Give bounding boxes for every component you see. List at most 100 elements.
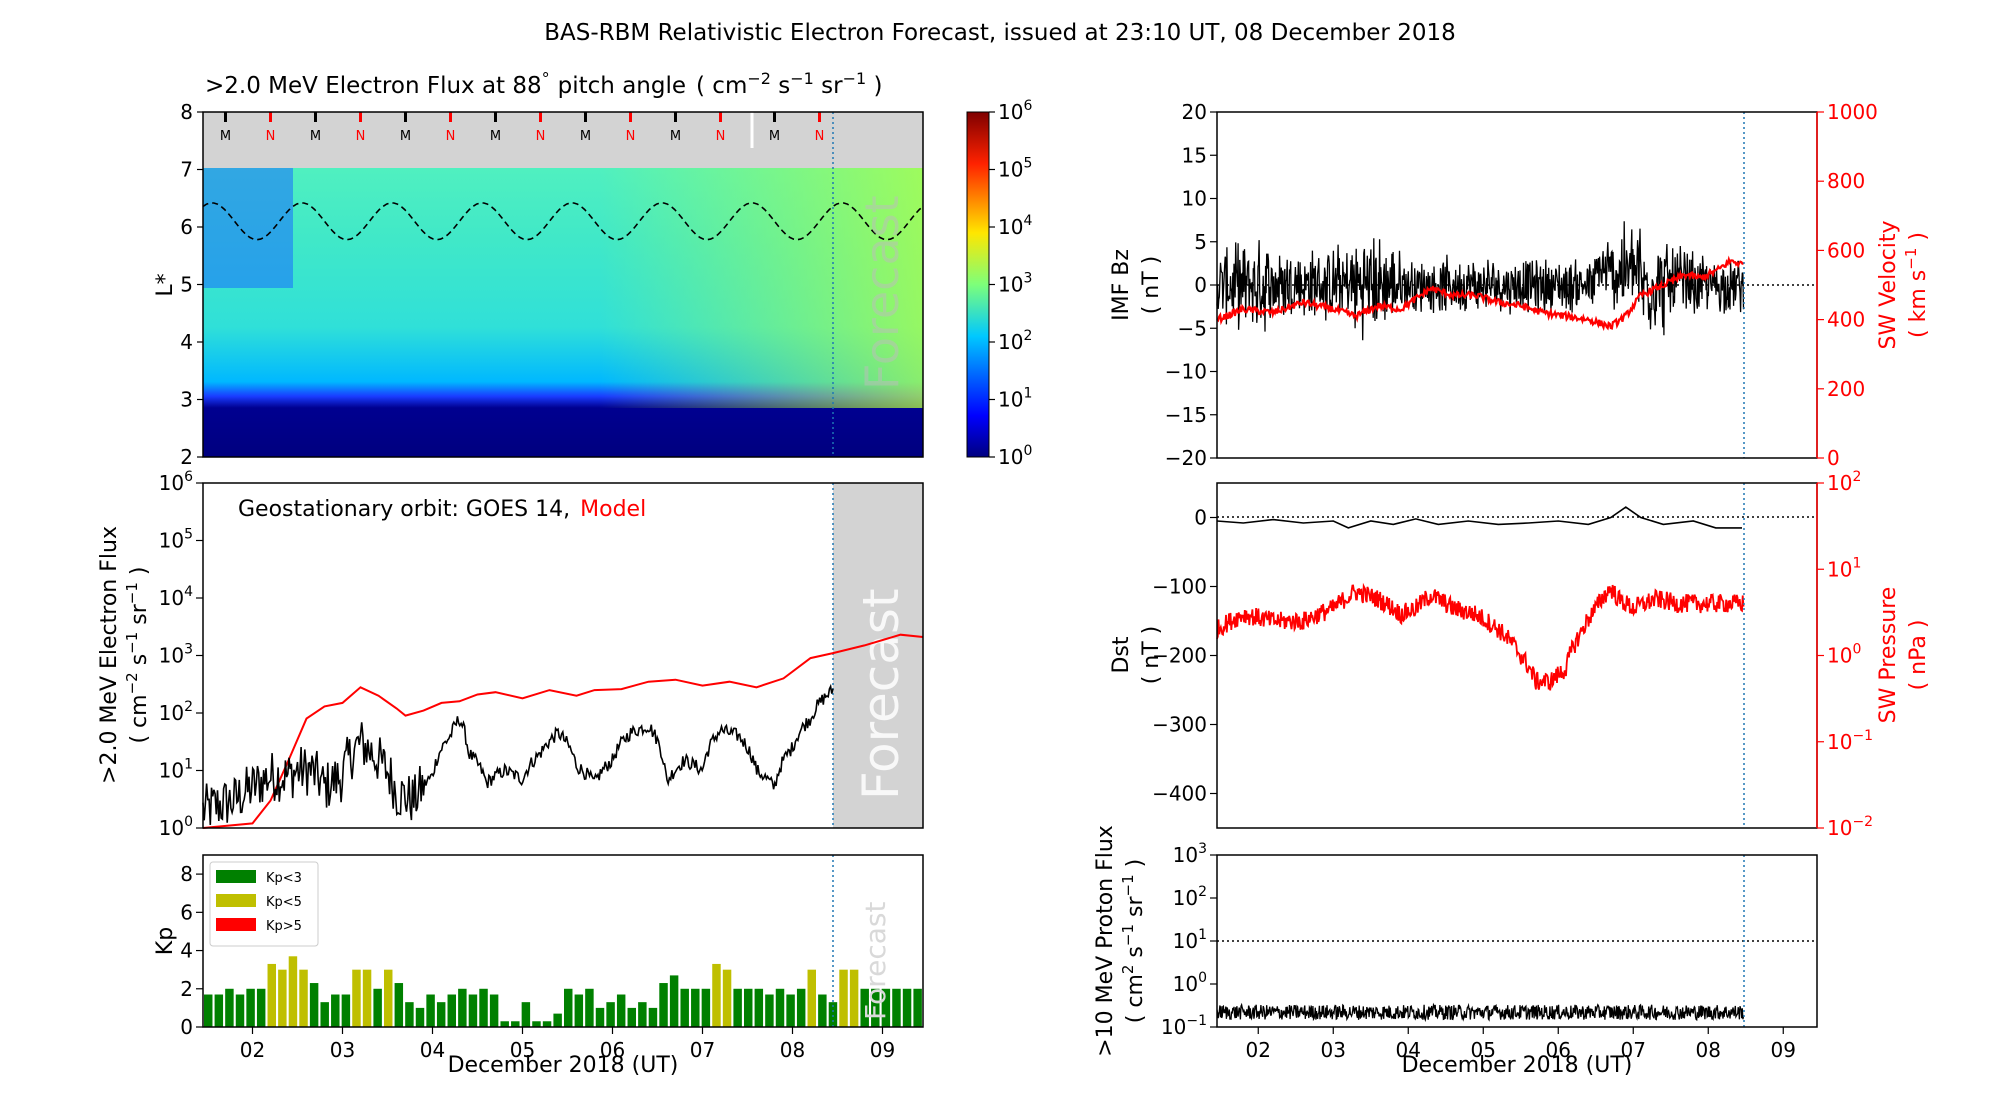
kp-bar [267, 963, 276, 1027]
sw-pressure-line [1216, 582, 1745, 691]
kp-bar [775, 988, 785, 1027]
kp-xtick-label: 05 [510, 1038, 535, 1062]
geo-forecast-label: Forecast [852, 588, 910, 800]
dst-y2tick-label: 101 [1827, 555, 1861, 581]
kp-bar [458, 988, 467, 1027]
kp-bar [415, 1007, 425, 1027]
kp-bar [542, 1021, 552, 1027]
kp-bar [659, 983, 668, 1027]
proton-flux-line [1216, 1002, 1745, 1023]
kp-bar [309, 983, 319, 1027]
kp-xlabel: December 2018 (UT) [448, 1053, 679, 1078]
kp-bar [839, 969, 848, 1027]
lstar-heatmap-inner-blue [203, 168, 293, 288]
mn-marker-label-n: N [266, 129, 276, 144]
lstar-ytick-label: 3 [180, 388, 193, 412]
imf-ytick-label: −10 [1165, 360, 1207, 384]
kp-bar [574, 994, 584, 1027]
imf-y2tick-label: 0 [1827, 446, 1840, 470]
kp-bar [871, 988, 880, 1027]
lstar-panel: >2.0 MeV Electron Flux at 88° pitch angle… [153, 69, 1032, 469]
kp-frame [202, 854, 924, 1028]
kp-bar [828, 1002, 838, 1027]
kp-bar [712, 963, 721, 1027]
kp-bar [394, 983, 404, 1027]
proton-ytick-label: 10−1 [1161, 1013, 1207, 1039]
proton-xtick-label: 04 [1396, 1038, 1421, 1062]
kp-bar [701, 988, 711, 1027]
proton-ylabel: >10 MeV Proton Flux [1093, 825, 1118, 1057]
lstar-colorbar: 100 101 102 103 104 105 106 [966, 98, 1032, 469]
kp-bar [214, 994, 224, 1027]
proton-xtick-label: 03 [1321, 1038, 1346, 1062]
mn-marker-label-m: M [310, 129, 321, 144]
proton-xtick-label: 07 [1621, 1038, 1646, 1062]
kp-bar [648, 1007, 658, 1027]
kp-bar [320, 1002, 329, 1027]
kp-forecast-label: Forecast [859, 901, 892, 1020]
kp-bar [447, 994, 456, 1027]
dst-ylabel-units: ( nT ) [1139, 626, 1164, 685]
kp-legend-swatch [216, 894, 256, 907]
colorbar-tick-label: 101 [998, 386, 1032, 412]
dst-ytick-label: −100 [1152, 575, 1207, 599]
kp-bar [606, 1002, 615, 1027]
kp-bar [426, 994, 435, 1027]
dst-line [1216, 506, 1742, 529]
proton-xtick-label: 02 [1246, 1038, 1271, 1062]
dst-ytick-label: −400 [1152, 782, 1207, 806]
kp-bar [468, 994, 478, 1027]
kp-bar [754, 988, 764, 1027]
kp-bar [796, 988, 806, 1027]
kp-bar [616, 994, 626, 1027]
kp-legend-label: Kp<5 [266, 895, 302, 910]
kp-bar [436, 1002, 446, 1027]
kp-xtick-label: 04 [420, 1038, 445, 1062]
kp-xtick-label: 07 [690, 1038, 715, 1062]
mn-marker-label-m: M [769, 129, 780, 144]
mn-marker-label-m: M [670, 129, 681, 144]
kp-bar [246, 988, 255, 1027]
lstar-forecast-label: Forecast [855, 195, 909, 390]
kp-bar [564, 988, 573, 1027]
kp-bar [553, 1013, 562, 1027]
dst-y2tick-label: 100 [1827, 642, 1861, 668]
kp-ytick-label: 8 [180, 862, 193, 886]
imf-ytick-label: 15 [1182, 143, 1207, 167]
kp-bar [786, 994, 795, 1027]
mn-marker-label-n: N [536, 129, 546, 144]
dst-y2tick-label: 10−1 [1827, 728, 1873, 754]
kp-ytick-label: 2 [180, 977, 193, 1001]
kp-legend: Kp<3 Kp<5 Kp>5 [209, 861, 319, 947]
kp-bar [722, 969, 732, 1027]
kp-bar [352, 969, 361, 1027]
mn-marker-label-n: N [446, 129, 456, 144]
kp-xtick-label: 06 [600, 1038, 625, 1062]
figure-suptitle: BAS-RBM Relativistic Electron Forecast, … [544, 20, 1455, 46]
imf-y2tick-label: 600 [1827, 238, 1865, 262]
dst-y2tick-label: 102 [1827, 469, 1861, 495]
imf-ytick-label: −20 [1165, 446, 1207, 470]
lstar-ytick-label: 8 [180, 100, 193, 124]
imf-ytick-label: 10 [1182, 187, 1207, 211]
geo-ytick-label: 103 [159, 642, 193, 668]
kp-legend-swatch [216, 870, 256, 883]
dst-ylabel: Dst [1109, 636, 1134, 673]
kp-xtick-label: 08 [780, 1038, 805, 1062]
geo-ytick-label: 104 [159, 584, 193, 610]
kp-bar [373, 988, 382, 1027]
lstar-ytick-label: 2 [180, 445, 193, 469]
proton-ytick-label: 103 [1173, 841, 1207, 867]
kp-bar [669, 975, 679, 1027]
kp-bar [500, 1021, 509, 1027]
kp-legend-swatch [216, 918, 256, 931]
kp-bar [680, 988, 689, 1027]
geo-ytick-label: 105 [159, 527, 193, 553]
kp-bar [532, 1021, 541, 1027]
imf-ytick-label: −15 [1165, 403, 1207, 427]
imf-bz-line [1216, 221, 1745, 341]
kp-bar [913, 988, 922, 1027]
dst-y2label-units: ( nPa ) [1906, 620, 1931, 691]
lstar-dashed-curve [202, 202, 924, 241]
